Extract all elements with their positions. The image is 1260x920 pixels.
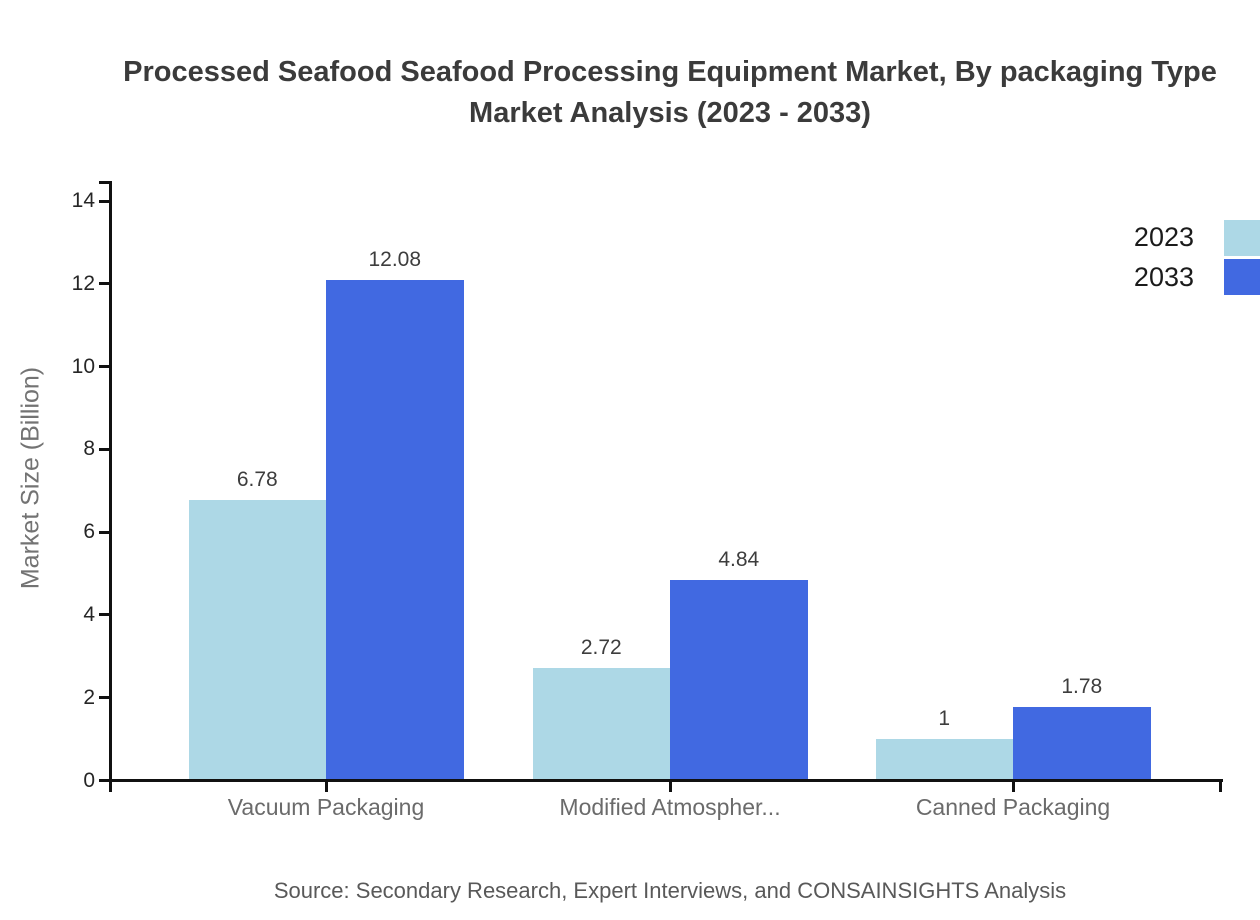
- value-label-2033-2: 4.84: [718, 548, 760, 572]
- value-label-2033-1: 12.08: [368, 248, 422, 272]
- y-tick: [99, 613, 110, 617]
- y-tick: [99, 365, 110, 369]
- x-axis-end-tick: [1219, 781, 1222, 792]
- chart-title-line1: Processed Seafood Seafood Processing Equ…: [123, 56, 1217, 88]
- y-tick-label: 14: [71, 189, 95, 212]
- y-tick-label: 8: [83, 437, 95, 461]
- y-tick-label: 6: [83, 520, 95, 544]
- value-label-2023-3: 1: [938, 707, 951, 731]
- legend-swatch-2023: [1224, 219, 1260, 256]
- y-tick-label: 2: [83, 685, 95, 709]
- value-label-2033-3: 1.78: [1061, 674, 1103, 698]
- y-tick: [99, 447, 110, 451]
- y-tick: [99, 199, 110, 203]
- y-tick: [99, 282, 110, 286]
- y-axis-title: Market Size (Billion): [16, 366, 45, 590]
- y-tick-label: 4: [83, 602, 95, 626]
- x-axis-line: [109, 779, 1223, 782]
- legend-swatch-2033: [1224, 259, 1260, 295]
- bar-2023-3: [875, 739, 1013, 781]
- x-tick: [1011, 781, 1015, 792]
- bar-2033-1: [326, 280, 464, 781]
- y-tick-label: 10: [71, 354, 95, 378]
- x-tick: [324, 781, 328, 792]
- y-tick: [99, 696, 110, 700]
- x-axis-end-tick: [109, 781, 112, 792]
- y-axis-end-tick: [99, 181, 110, 184]
- y-tick: [99, 530, 110, 534]
- chart-title: Processed Seafood Seafood Processing Equ…: [123, 52, 1217, 134]
- legend-item-2023: 2023: [990, 219, 1260, 256]
- bar-2023-2: [532, 667, 670, 781]
- x-tick-label: Modified Atmospher...: [559, 794, 781, 820]
- x-tick-label: Vacuum Packaging: [227, 794, 425, 820]
- bar-2033-2: [670, 580, 808, 781]
- chart-title-line2: Market Analysis (2023 - 2033): [469, 97, 871, 129]
- value-label-2023-1: 6.78: [236, 467, 278, 491]
- bar-2023-1: [188, 499, 326, 781]
- x-tick-label: Canned Packaging: [915, 794, 1111, 820]
- bar-2033-3: [1013, 706, 1151, 781]
- legend-label-2023: 2023: [1133, 222, 1194, 252]
- source-note: Source: Secondary Research, Expert Inter…: [273, 878, 1067, 903]
- legend-item-2033: 2033: [990, 259, 1260, 296]
- y-axis-line: [109, 181, 112, 781]
- y-tick-label: 12: [71, 271, 95, 295]
- legend-label-2033: 2033: [1133, 261, 1194, 292]
- y-tick: [99, 779, 110, 782]
- x-tick: [668, 781, 672, 792]
- y-tick-label: 0: [83, 768, 95, 792]
- value-label-2023-2: 2.72: [580, 635, 622, 659]
